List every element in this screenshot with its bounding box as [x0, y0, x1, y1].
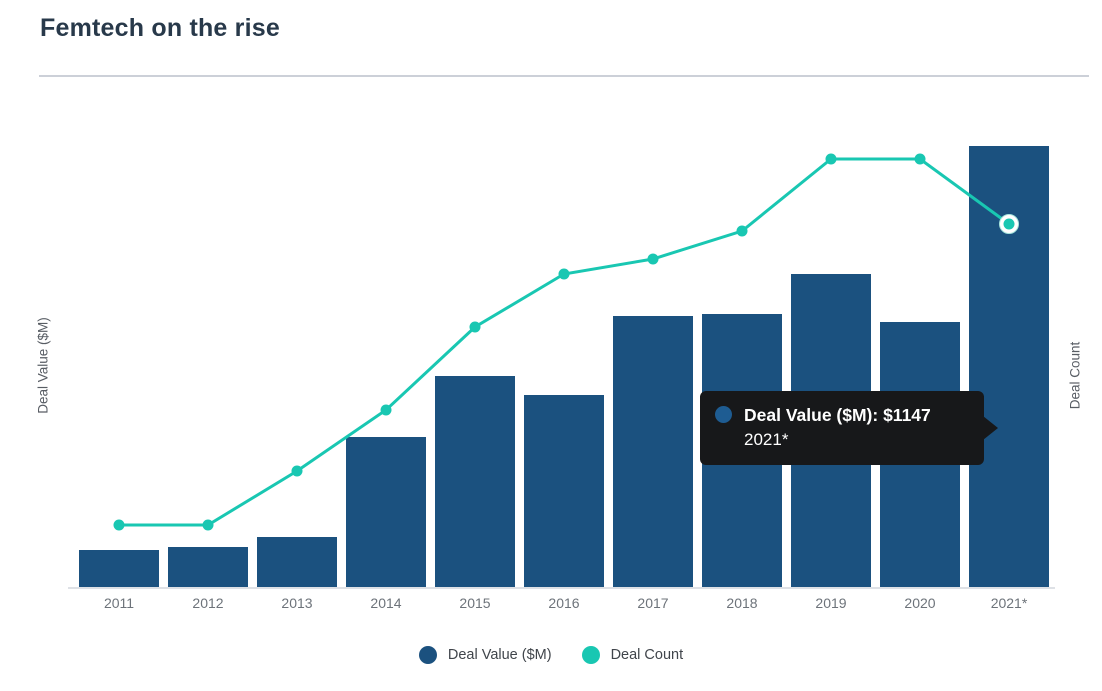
line-series [113, 153, 1019, 531]
legend-label-deal-value: Deal Value ($M) [447, 647, 552, 663]
line-point-2020[interactable] [914, 153, 926, 165]
line-point-2018[interactable] [736, 225, 748, 237]
bar-2012[interactable] [168, 547, 248, 587]
plot-area: Deal Value ($M): $1147 2021* [68, 100, 1055, 589]
tooltip-text: Deal Value ($M): $1147 2021* [744, 403, 931, 453]
line-point-2013[interactable] [291, 465, 303, 477]
line-point-2015[interactable] [469, 321, 481, 333]
line-point-2016[interactable] [558, 268, 570, 280]
legend-marker-deal-value-icon [418, 646, 437, 664]
line-point-2014[interactable] [380, 404, 392, 416]
legend-item-deal-count[interactable]: Deal Count [581, 646, 684, 664]
x-axis-labels: 2011 2012 2013 2014 2015 2016 2017 2018 2019 2020… [68, 595, 1055, 615]
x-tick-2021: 2021* [990, 595, 1028, 611]
x-tick-2017: 2017 [637, 595, 669, 611]
legend-label-deal-count: Deal Count [610, 647, 684, 663]
x-tick-2016: 2016 [548, 595, 580, 611]
bar-2014[interactable] [346, 437, 426, 587]
x-tick-2014: 2014 [370, 595, 402, 611]
left-axis-label: Deal Value ($M) [35, 317, 51, 414]
line-point-2021[interactable] [1003, 218, 1015, 230]
line-point-2012[interactable] [202, 519, 214, 531]
legend-marker-deal-count-icon [581, 646, 600, 664]
title-divider [39, 75, 1089, 77]
x-tick-2012: 2012 [192, 595, 224, 611]
bar-2016[interactable] [524, 395, 604, 587]
line-point-2011[interactable] [113, 519, 125, 531]
legend: Deal Value ($M) Deal Count [0, 640, 1102, 670]
legend-item-deal-value[interactable]: Deal Value ($M) [418, 646, 552, 664]
tooltip-category: 2021* [744, 430, 789, 450]
line-point-2017[interactable] [647, 253, 659, 265]
line-point-2019[interactable] [825, 153, 837, 165]
x-tick-2019: 2019 [815, 595, 847, 611]
bar-2011[interactable] [79, 550, 159, 587]
tooltip-value: Deal Value ($M): $1147 [744, 405, 931, 425]
bar-2013[interactable] [257, 537, 337, 587]
x-tick-2015: 2015 [459, 595, 491, 611]
x-tick-2018: 2018 [726, 595, 758, 611]
right-axis-label: Deal Count [1067, 341, 1083, 410]
tooltip: Deal Value ($M): $1147 2021* [700, 391, 998, 465]
bar-2015[interactable] [435, 376, 515, 587]
tooltip-series-marker-icon [715, 406, 732, 423]
x-tick-2013: 2013 [281, 595, 313, 611]
x-tick-2011: 2011 [103, 595, 135, 611]
page-title: Femtech on the rise [40, 14, 280, 42]
x-tick-2020: 2020 [904, 595, 936, 611]
bar-2017[interactable] [613, 316, 693, 587]
tooltip-arrow-icon [983, 416, 998, 440]
deal-count-line [119, 157, 1010, 527]
